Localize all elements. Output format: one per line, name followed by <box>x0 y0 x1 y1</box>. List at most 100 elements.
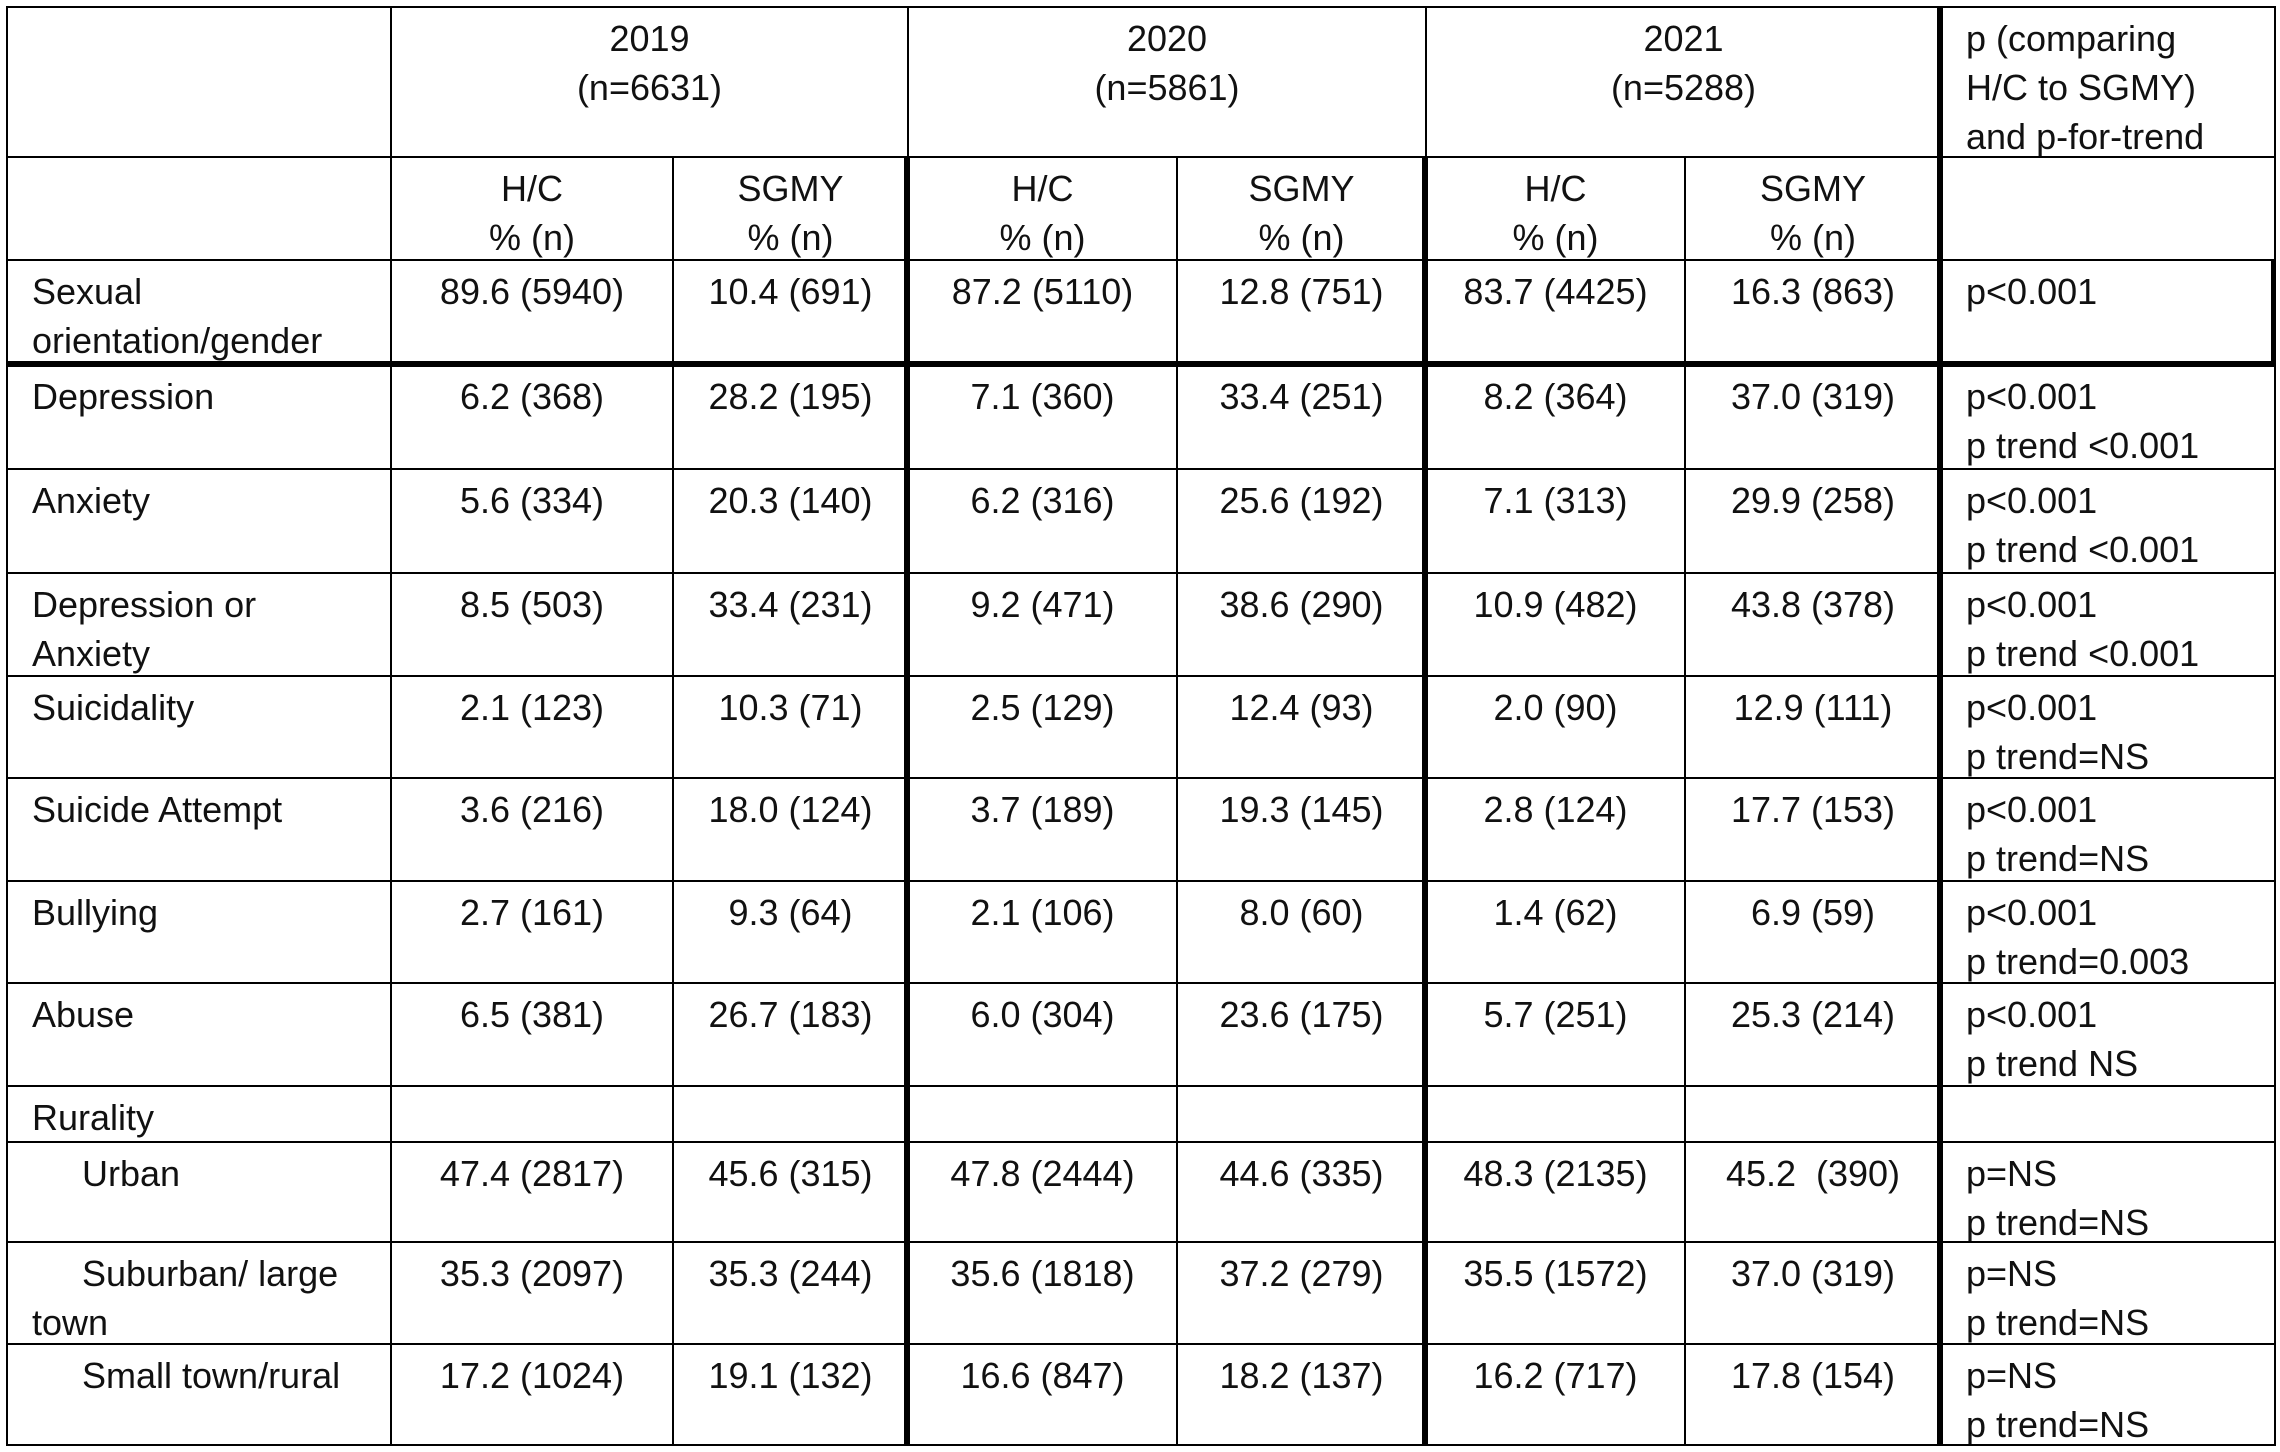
p-value: p trend=0.003 <box>1966 941 2190 982</box>
group: H/C <box>501 168 563 209</box>
value: 33.4 (231) <box>708 584 873 625</box>
value-cell: 37.0 (319) <box>1684 1241 1940 1343</box>
row-label: Anxiety <box>6 468 390 572</box>
p-value: p=NS <box>1966 1355 2058 1396</box>
p-cell: p<0.001 p trend=NS <box>1940 777 2276 880</box>
empty-cell <box>1940 156 2276 259</box>
row-label: Bullying <box>6 880 390 982</box>
subheader: SGMY % (n) <box>672 156 907 259</box>
value: 6.0 (304) <box>970 994 1115 1035</box>
p-value: p=NS <box>1966 1153 2058 1194</box>
value: 2.1 (106) <box>970 892 1115 933</box>
value: 3.7 (189) <box>970 789 1115 830</box>
value: 19.1 (132) <box>708 1355 873 1396</box>
group: SGMY <box>1248 168 1355 209</box>
value-cell: 35.5 (1572) <box>1425 1241 1684 1343</box>
value: 35.3 (2097) <box>439 1253 625 1294</box>
value-cell: 29.9 (258) <box>1684 468 1940 572</box>
value: 44.6 (335) <box>1219 1153 1384 1194</box>
subheader: H/C % (n) <box>1425 156 1684 259</box>
subheader: SGMY % (n) <box>1684 156 1940 259</box>
p-value: p trend=NS <box>1966 736 2150 777</box>
value-cell: 8.2 (364) <box>1425 364 1684 468</box>
p-value: p<0.001 <box>1966 376 2098 417</box>
value-cell: 6.0 (304) <box>907 982 1176 1085</box>
p-cell: p<0.001 p trend=NS <box>1940 675 2276 777</box>
value-cell: 28.2 (195) <box>672 364 907 468</box>
value-cell: 2.5 (129) <box>907 675 1176 777</box>
value: 16.6 (847) <box>960 1355 1125 1396</box>
value: 18.0 (124) <box>708 789 873 830</box>
value: 45.2 (390) <box>1725 1153 1901 1194</box>
p-value: p trend=NS <box>1966 1302 2150 1343</box>
value-cell: 2.0 (90) <box>1425 675 1684 777</box>
label: Suicidality <box>32 687 195 728</box>
value: 2.0 (90) <box>1493 687 1618 728</box>
value: 35.5 (1572) <box>1463 1253 1648 1294</box>
p-value: p trend <0.001 <box>1966 633 2200 674</box>
value-cell: 87.2 (5110) <box>907 259 1176 364</box>
empty-cell <box>390 1085 672 1141</box>
group: SGMY <box>1759 168 1866 209</box>
p-value: p<0.001 <box>1966 687 2098 728</box>
label: Depression or Anxiety <box>32 584 257 674</box>
value: 2.5 (129) <box>970 687 1115 728</box>
unit: % (n) <box>999 217 1086 258</box>
label: Anxiety <box>32 480 151 521</box>
value-cell: 3.6 (216) <box>390 777 672 880</box>
value-cell: 45.2 (390) <box>1684 1141 1940 1241</box>
value-cell: 2.7 (161) <box>390 880 672 982</box>
p-cell: p<0.001 p trend <0.001 <box>1940 468 2276 572</box>
value: 6.2 (368) <box>459 376 605 417</box>
value: 6.5 (381) <box>459 994 605 1035</box>
value: 1.4 (62) <box>1493 892 1618 933</box>
value: 47.4 (2817) <box>439 1153 625 1194</box>
value-cell: 18.0 (124) <box>672 777 907 880</box>
value-cell: 35.6 (1818) <box>907 1241 1176 1343</box>
p-header-line: p (comparing <box>1966 18 2177 59</box>
value-cell: 10.4 (691) <box>672 259 907 364</box>
label: Urban <box>82 1153 181 1194</box>
empty-cell <box>1684 1085 1940 1141</box>
value-cell: 3.7 (189) <box>907 777 1176 880</box>
empty-cell <box>1425 1085 1684 1141</box>
p-cell: p<0.001 p trend <0.001 <box>1940 364 2276 468</box>
value-cell: 10.3 (71) <box>672 675 907 777</box>
p-value: p<0.001 <box>1966 480 2098 521</box>
value-cell: 9.2 (471) <box>907 572 1176 675</box>
value: 16.3 (863) <box>1730 271 1896 312</box>
value: 16.2 (717) <box>1473 1355 1638 1396</box>
value-cell: 35.3 (244) <box>672 1241 907 1343</box>
subheader: SGMY % (n) <box>1176 156 1425 259</box>
value-cell: 33.4 (231) <box>672 572 907 675</box>
p-value: p<0.001 <box>1966 584 2098 625</box>
value: 89.6 (5940) <box>439 271 625 312</box>
border-line <box>2271 259 2276 364</box>
value-cell: 19.1 (132) <box>672 1343 907 1446</box>
value: 3.6 (216) <box>459 789 605 830</box>
value-cell: 83.7 (4425) <box>1425 259 1684 364</box>
empty-cell <box>1176 1085 1425 1141</box>
value-cell: 7.1 (360) <box>907 364 1176 468</box>
value-cell: 7.1 (313) <box>1425 468 1684 572</box>
value-cell: 2.8 (124) <box>1425 777 1684 880</box>
value: 48.3 (2135) <box>1463 1153 1648 1194</box>
value: 10.9 (482) <box>1473 584 1638 625</box>
value: 25.3 (214) <box>1730 994 1896 1035</box>
empty-cell <box>672 1085 907 1141</box>
value: 5.6 (334) <box>459 480 605 521</box>
unit: % (n) <box>1258 217 1345 258</box>
label: Sexual orientation/gender <box>32 271 323 361</box>
border-line <box>6 361 2276 367</box>
value-cell: 20.3 (140) <box>672 468 907 572</box>
border-line <box>1937 6 1943 1446</box>
value: 33.4 (251) <box>1219 376 1384 417</box>
value-cell: 12.4 (93) <box>1176 675 1425 777</box>
value-cell: 9.3 (64) <box>672 880 907 982</box>
value: 87.2 (5110) <box>951 271 1134 312</box>
value: 83.7 (4425) <box>1463 271 1648 312</box>
value-cell: 38.6 (290) <box>1176 572 1425 675</box>
empty-cell <box>1940 1085 2276 1141</box>
unit: % (n) <box>488 217 575 258</box>
value: 7.1 (313) <box>1483 480 1628 521</box>
